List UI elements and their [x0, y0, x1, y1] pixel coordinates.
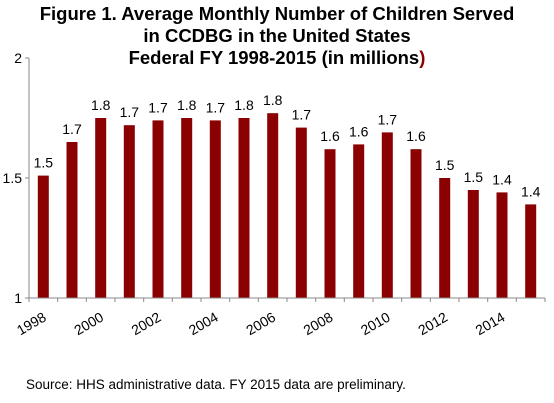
bar-2004: [209, 120, 221, 299]
y-tick-label: 1: [14, 290, 22, 306]
y-tick-label: 2: [14, 50, 22, 66]
bar-2013: [467, 190, 479, 298]
bar-2007: [295, 127, 307, 298]
y-tick-label: 1.5: [3, 170, 23, 186]
data-label-2013: 1.5: [464, 169, 484, 185]
source-note: Source: HHS administrative data. FY 2015…: [26, 377, 406, 392]
bar-2012: [439, 178, 451, 298]
bar-2011: [410, 149, 422, 298]
data-label-2005: 1.8: [234, 97, 254, 113]
x-tick-label-1998: 1998: [14, 309, 49, 339]
x-tick-label-2008: 2008: [301, 309, 336, 339]
bar-2003: [181, 118, 193, 298]
bar-2006: [267, 113, 279, 298]
bar-2002: [152, 120, 164, 299]
data-label-2002: 1.7: [148, 99, 168, 115]
data-labels-group: 1.5 1.7 1.8 1.7 1.7 1.8 1.7 1.8 1.8 1.7 1.6 1.6 1.7 1…: [34, 92, 541, 199]
chart-title-line-1: Figure 1. Average Monthly Number of Chil…: [39, 3, 515, 24]
x-tick-label-2000: 2000: [71, 309, 106, 339]
x-tick-label-2004: 2004: [186, 309, 221, 339]
bar-2000: [95, 118, 107, 298]
data-label-2003: 1.8: [177, 97, 197, 113]
data-label-2015: 1.4: [521, 183, 541, 199]
data-label-2009: 1.6: [349, 123, 369, 139]
data-label-2012: 1.5: [435, 157, 455, 173]
chart-title-line-3: Federal FY 1998-2015 (in millions): [0, 47, 554, 69]
bar-2008: [324, 149, 336, 298]
data-label-2014: 1.4: [492, 171, 512, 187]
chart-title-line-3-text: Federal FY 1998-2015 (in millions: [128, 47, 420, 68]
chart-title-line-2: in CCDBG in the United States: [143, 25, 411, 46]
bar-2015: [525, 204, 537, 298]
bar-2005: [238, 118, 250, 298]
data-label-2000: 1.8: [91, 97, 111, 113]
data-label-2001: 1.7: [120, 104, 140, 120]
x-tick-label-2006: 2006: [243, 309, 278, 339]
x-tick-label-2014: 2014: [473, 309, 508, 339]
data-label-1999: 1.7: [62, 121, 82, 137]
data-label-2008: 1.6: [320, 128, 340, 144]
x-tick-label-2012: 2012: [415, 309, 450, 339]
bars-group: [37, 113, 537, 299]
bar-1999: [66, 142, 78, 298]
data-label-2010: 1.7: [378, 111, 398, 127]
bar-2014: [496, 192, 508, 298]
bar-2010: [381, 132, 393, 298]
bar-2001: [123, 125, 135, 298]
data-label-2007: 1.7: [292, 107, 312, 123]
bar-1998: [37, 175, 49, 298]
data-label-2004: 1.7: [206, 99, 226, 115]
x-tick-label-2002: 2002: [129, 309, 164, 339]
data-label-2006: 1.8: [263, 92, 283, 108]
bar-2009: [353, 144, 365, 298]
chart-title: Figure 1. Average Monthly Number of Chil…: [0, 3, 554, 69]
x-tick-label-2010: 2010: [358, 309, 393, 339]
chart-title-close-paren: ): [419, 47, 426, 68]
data-label-2011: 1.6: [406, 128, 426, 144]
data-label-1998: 1.5: [34, 155, 54, 171]
